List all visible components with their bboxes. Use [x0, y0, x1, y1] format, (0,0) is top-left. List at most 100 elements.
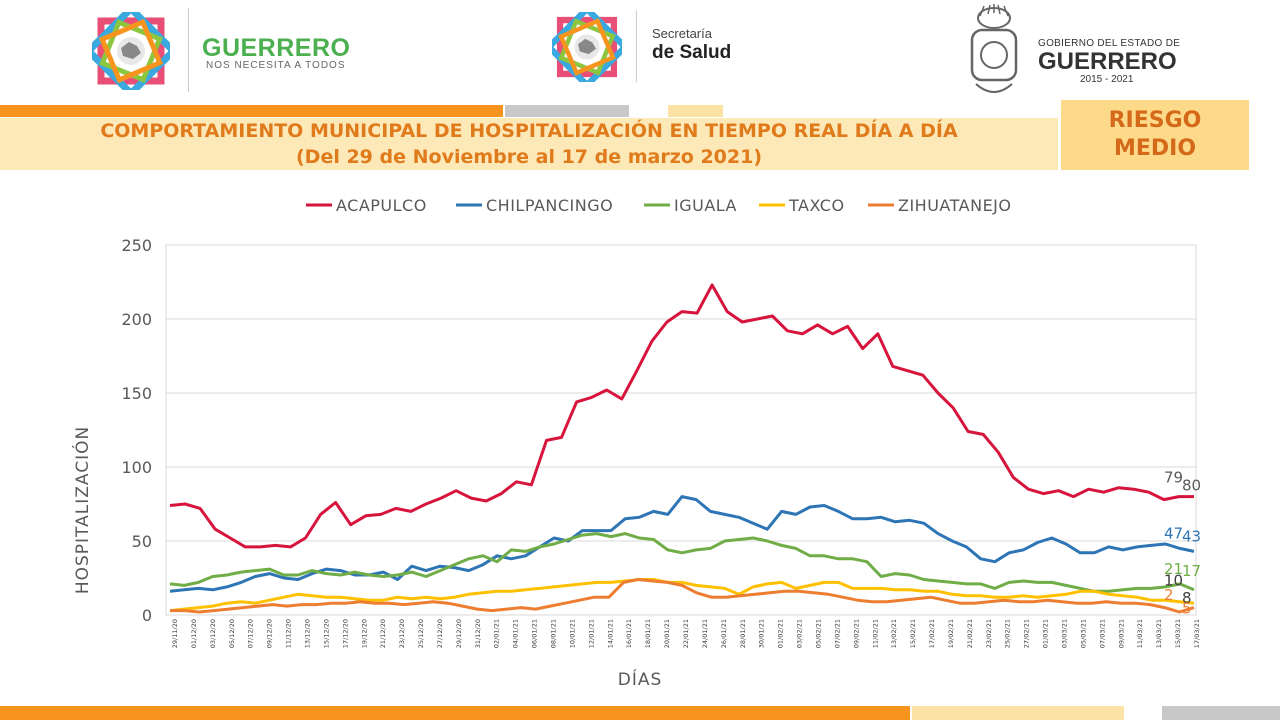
end-label: 17 — [1182, 562, 1201, 580]
plot-area — [165, 244, 1197, 616]
x-tick-label: 13/12/20 — [303, 619, 311, 648]
salud-logo — [544, 4, 630, 90]
guerrero-emblem-icon — [83, 3, 179, 99]
right-brand-line1: GOBIERNO DEL ESTADO DE — [1038, 38, 1181, 49]
x-tick-label: 15/02/21 — [909, 619, 917, 648]
y-tick-label: 250 — [121, 236, 152, 255]
bottom-stripe-orange — [0, 706, 910, 720]
x-tick-label: 13/03/21 — [1155, 619, 1163, 648]
x-tick-label: 27/02/21 — [1023, 619, 1031, 648]
end-label: 2 — [1164, 586, 1174, 604]
hospitalization-chart: ACAPULCO CHILPANCINGO IGUALA TAXCO ZIHUATANE… — [71, 196, 1201, 690]
x-tick-label: 20/01/21 — [663, 619, 671, 648]
x-tick-label: 10/01/21 — [568, 619, 576, 648]
y-tick-label: 0 — [142, 606, 152, 625]
series-line-iguala — [169, 532, 1195, 593]
x-tick-label: 28/01/21 — [739, 619, 747, 648]
x-tick-label: 12/01/21 — [587, 619, 595, 648]
legend-entry: CHILPANCINGO — [486, 196, 613, 215]
x-tick-label: 11/12/20 — [285, 619, 293, 648]
x-tick-label: 29/12/20 — [455, 619, 463, 648]
title-banner — [0, 118, 1058, 170]
x-tick-label: 15/03/21 — [1174, 619, 1182, 648]
x-tick-label: 29/11/20 — [171, 619, 179, 648]
series-line-zihuatanejo — [170, 578, 1195, 614]
x-tick-label: 26/01/21 — [720, 619, 728, 648]
x-tick-label: 08/01/21 — [550, 619, 558, 648]
series-line-chilpancingo — [169, 495, 1195, 593]
end-label: 5 — [1182, 600, 1192, 618]
header-divider — [636, 10, 637, 82]
x-tick-label: 18/01/21 — [644, 619, 652, 648]
series-line-taxco — [169, 578, 1195, 613]
risk-level-box: RIESGO MEDIO — [1061, 100, 1249, 170]
left-brand: GUERRERO — [202, 34, 351, 62]
end-label: 8 — [1182, 589, 1192, 607]
top-stripe-orange — [0, 105, 503, 117]
coat-of-arms-icon — [970, 4, 1018, 93]
end-label: 10 — [1164, 572, 1183, 590]
x-tick-label: 14/01/21 — [606, 619, 614, 648]
x-tick-label: 31/12/20 — [474, 619, 482, 648]
salud-emblem-icon — [544, 4, 630, 90]
end-label: 79 — [1164, 469, 1183, 487]
x-tick-label: 21/12/20 — [379, 619, 387, 648]
x-tick-label: 02/01/21 — [493, 619, 501, 648]
legend-entry: TAXCO — [788, 196, 845, 215]
y-tick-label: 100 — [121, 458, 152, 477]
top-stripe-light — [668, 105, 723, 117]
x-tick-label: 24/01/21 — [701, 619, 709, 648]
x-tick-label: 19/02/21 — [947, 619, 955, 648]
y-tick-label: 200 — [121, 310, 152, 329]
x-tick-label: 09/03/21 — [1117, 619, 1125, 648]
chart-title: COMPORTAMIENTO MUNICIPAL DE HOSPITALIZAC… — [100, 120, 958, 142]
x-tick-label: 22/01/21 — [682, 619, 690, 648]
end-label: 47 — [1164, 524, 1183, 542]
y-tick-label: 150 — [121, 384, 152, 403]
chart-legend: ACAPULCO CHILPANCINGO IGUALA TAXCO ZIHUATANE… — [306, 196, 1012, 215]
x-tick-label: 11/02/21 — [871, 619, 879, 648]
center-brand-line1: Secretaría — [652, 26, 712, 41]
x-tick-label: 16/01/21 — [625, 619, 633, 648]
x-tick-label: 25/12/20 — [417, 619, 425, 648]
right-brand-line2: GUERRERO — [1038, 48, 1177, 75]
x-tick-label: 01/02/21 — [777, 619, 785, 648]
risk-line2: MEDIO — [1113, 136, 1197, 161]
x-tick-label: 04/01/21 — [512, 619, 520, 648]
bottom-stripe-light — [912, 706, 1124, 720]
x-tick-label: 05/02/21 — [814, 619, 822, 648]
end-label: 21 — [1164, 560, 1183, 578]
series-line-acapulco — [169, 283, 1194, 549]
legend-entry: ZIHUATANEJO — [898, 196, 1012, 215]
x-tick-label: 05/12/20 — [228, 619, 236, 648]
x-tick-label: 03/03/21 — [1061, 619, 1069, 648]
guerrero-logo — [83, 3, 179, 99]
legend-entry: ACAPULCO — [336, 196, 427, 215]
right-brand-line3: 2015 - 2021 — [1080, 74, 1134, 85]
y-axis-label: HOSPITALIZACIÓN — [71, 426, 93, 594]
x-tick-label: 15/12/20 — [322, 619, 330, 648]
x-tick-label: 01/03/21 — [1042, 619, 1050, 648]
x-tick-label: 01/12/20 — [190, 619, 198, 648]
x-tick-label: 09/02/21 — [852, 619, 860, 648]
x-tick-label: 07/03/21 — [1098, 619, 1106, 648]
state-coat-of-arms — [962, 4, 1026, 100]
x-axis-ticks: 29/11/20 01/12/20 03/12/20 05/12/20 07/12/20… — [171, 619, 1201, 648]
end-label: 80 — [1182, 477, 1201, 495]
y-tick-label: 50 — [132, 532, 152, 551]
chart-grid — [165, 244, 1197, 616]
x-tick-label: 17/12/20 — [341, 619, 349, 648]
top-stripe-gray — [505, 105, 629, 117]
x-tick-label: 21/02/21 — [966, 619, 974, 648]
center-brand-line2: de Salud — [652, 42, 732, 63]
x-tick-label: 07/02/21 — [833, 619, 841, 648]
x-tick-label: 05/03/21 — [1079, 619, 1087, 648]
y-axis-ticks: 0 50 100 150 200 250 — [121, 236, 152, 625]
x-tick-label: 03/02/21 — [796, 619, 804, 648]
x-tick-label: 30/01/21 — [758, 619, 766, 648]
x-axis-label: DÍAS — [618, 668, 663, 690]
left-tagline: NOS NECESITA A TODOS — [206, 60, 346, 71]
risk-line1: RIESGO — [1108, 108, 1202, 133]
end-label: 43 — [1182, 527, 1201, 545]
